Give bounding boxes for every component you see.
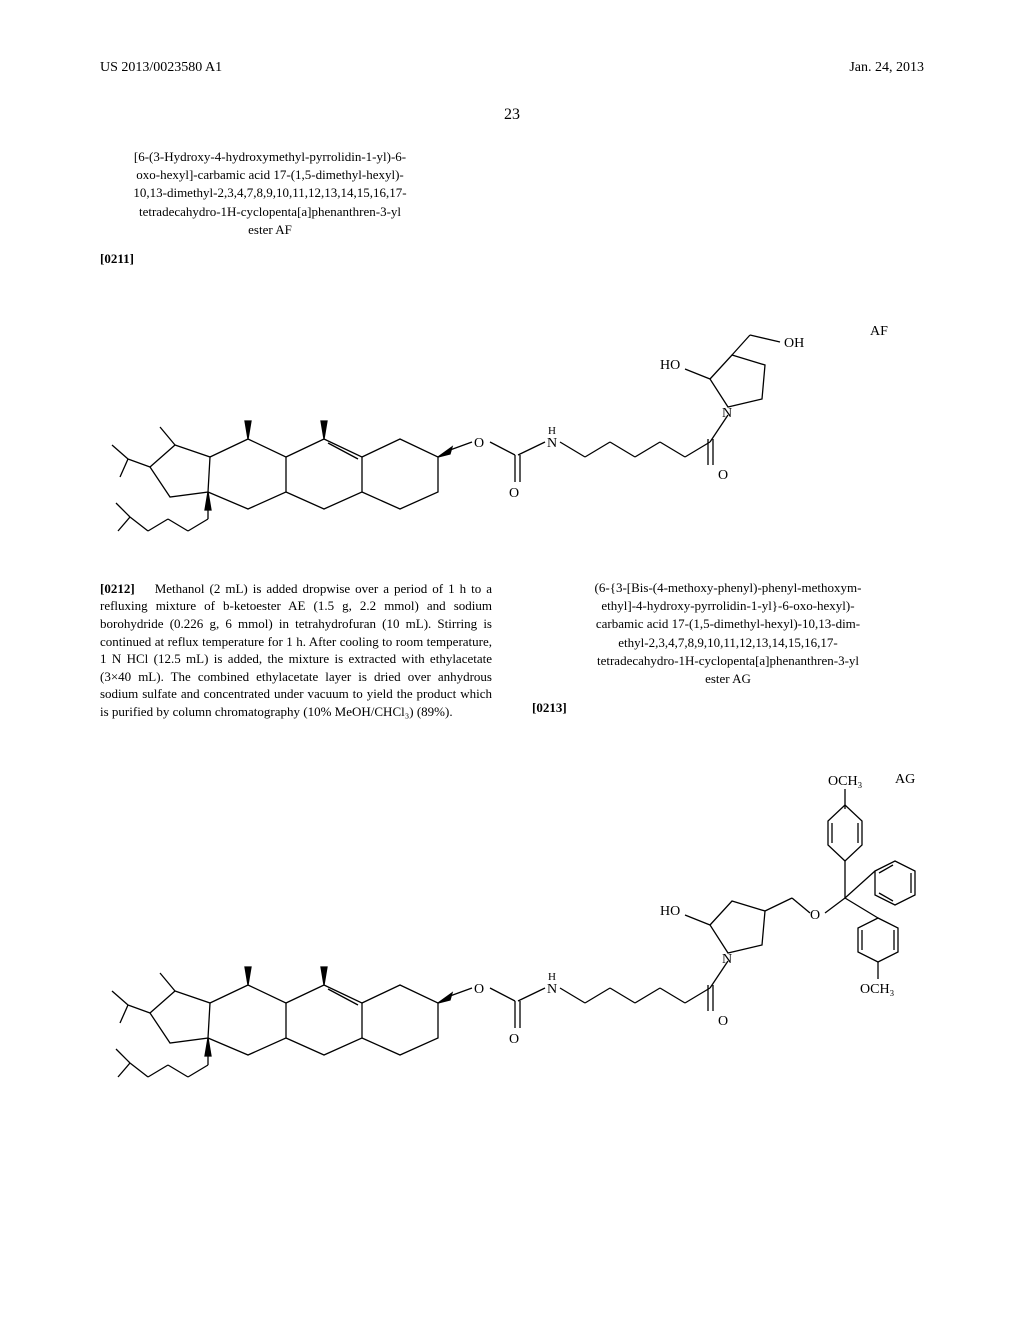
h-label: H [548, 971, 556, 983]
compound-af-title: [6-(3-Hydroxy-4-hydroxymethyl-pyrrolidin… [100, 148, 440, 239]
n-label: N [722, 952, 732, 967]
och3-label: OCH₃ [828, 774, 863, 789]
ag-title-line: ester AG [548, 670, 908, 688]
af-label: AF [870, 324, 888, 339]
right-column: (6-{3-[Bis-(4-methoxy-phenyl)-phenyl-met… [532, 567, 924, 733]
o-label: O [509, 1032, 519, 1047]
two-column-section: [0212] Methanol (2 mL) is added dropwise… [100, 567, 924, 733]
och3-label: OCH₃ [860, 982, 895, 997]
n-label: N [722, 406, 732, 421]
para-0212: [0212] Methanol (2 mL) is added dropwise… [100, 580, 492, 720]
h-label: H [548, 425, 556, 437]
para-num: [0212] [100, 581, 135, 596]
ag-structure: O O N H O N HO O OCH₃ OCH₃ AG [100, 753, 924, 1093]
n-label: N [547, 436, 557, 451]
af-title-line: oxo-hexyl]-carbamic acid 17-(1,5-dimethy… [100, 166, 440, 184]
para-0213: [0213] [532, 700, 924, 716]
patent-id: US 2013/0023580 A1 [100, 60, 222, 76]
left-column: [0212] Methanol (2 mL) is added dropwise… [100, 567, 492, 733]
n-label: N [547, 982, 557, 997]
ag-label: AG [895, 772, 915, 787]
para-0211: [0211] [100, 251, 924, 267]
para-0212-text: Methanol (2 mL) is added dropwise over a… [100, 581, 492, 719]
o-label: O [810, 908, 820, 923]
o-label: O [474, 436, 484, 451]
ho-label: HO [660, 358, 680, 373]
o-label: O [718, 468, 728, 483]
page-number: 23 [100, 106, 924, 124]
o-label: O [509, 486, 519, 501]
patent-header: US 2013/0023580 A1 Jan. 24, 2013 [100, 60, 924, 76]
ag-svg: O O N H O N HO O OCH₃ OCH₃ AG [100, 753, 920, 1093]
af-title-line: [6-(3-Hydroxy-4-hydroxymethyl-pyrrolidin… [100, 148, 440, 166]
af-structure: O O N H O N HO OH AF [100, 287, 924, 547]
o-label: O [718, 1014, 728, 1029]
af-title-line: 10,13-dimethyl-2,3,4,7,8,9,10,11,12,13,1… [100, 184, 440, 202]
para-num: [0213] [532, 700, 567, 715]
patent-date: Jan. 24, 2013 [849, 60, 924, 76]
oh-label: OH [784, 336, 804, 351]
ag-title-line: ethyl]-4-hydroxy-pyrrolidin-1-yl}-6-oxo-… [548, 597, 908, 615]
o-label: O [474, 982, 484, 997]
af-title-line: tetradecahydro-1H-cyclopenta[a]phenanthr… [100, 203, 440, 221]
af-title-line: ester AF [100, 221, 440, 239]
ag-title-line: carbamic acid 17-(1,5-dimethyl-hexyl)-10… [548, 615, 908, 633]
af-svg: O O N H O N HO OH AF [100, 287, 920, 547]
ag-title-line: ethyl-2,3,4,7,8,9,10,11,12,13,14,15,16,1… [548, 634, 908, 652]
para-num: [0211] [100, 251, 134, 266]
ho-label: HO [660, 904, 680, 919]
compound-ag-title: (6-{3-[Bis-(4-methoxy-phenyl)-phenyl-met… [548, 579, 908, 688]
ag-title-line: tetradecahydro-1H-cyclopenta[a]phenanthr… [548, 652, 908, 670]
ag-title-line: (6-{3-[Bis-(4-methoxy-phenyl)-phenyl-met… [548, 579, 908, 597]
